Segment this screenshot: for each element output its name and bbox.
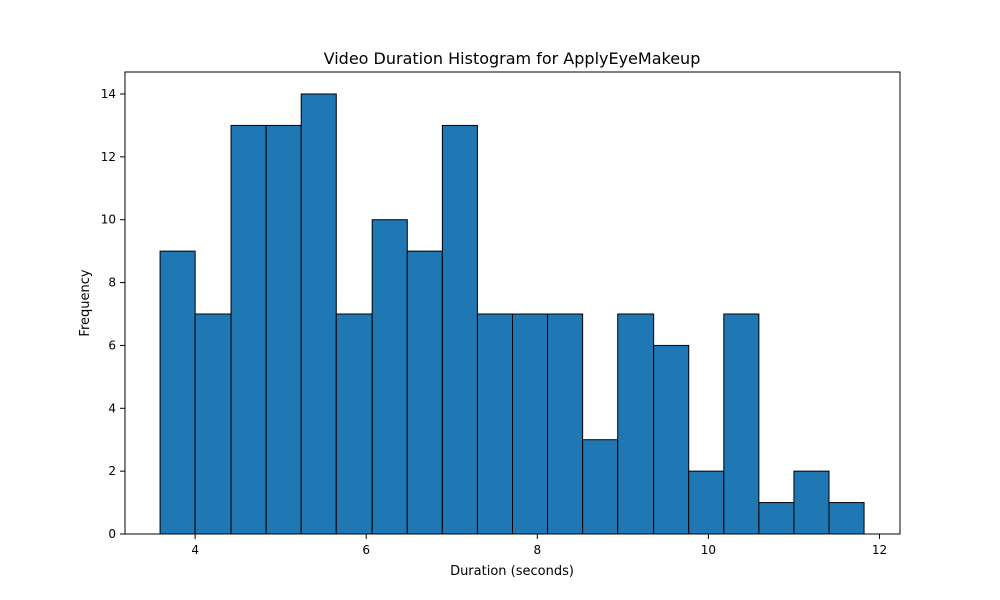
- histogram-bar: [828, 502, 865, 535]
- y-tick-label: 0: [108, 527, 116, 541]
- histogram-bar: [688, 470, 725, 535]
- histogram-bar: [335, 313, 373, 535]
- y-tick-label: 2: [108, 464, 116, 478]
- x-tick-label: 4: [191, 543, 199, 557]
- histogram-bar: [723, 313, 760, 535]
- histogram-bar: [406, 250, 443, 535]
- y-tick-label: 6: [108, 338, 116, 352]
- y-tick-label: 4: [108, 401, 116, 415]
- histogram-bar: [230, 124, 267, 535]
- histogram-bar: [265, 124, 302, 535]
- y-tick-label: 10: [101, 213, 116, 227]
- chart-title: Video Duration Histogram for ApplyEyeMak…: [324, 49, 701, 68]
- x-tick-label: 12: [872, 543, 887, 557]
- y-axis-label: Frequency: [78, 269, 93, 336]
- y-tick-label: 8: [108, 276, 116, 290]
- axes-frame: [124, 71, 901, 535]
- histogram-bar: [758, 502, 795, 535]
- y-tick-label: 12: [101, 150, 116, 164]
- histogram-bar: [512, 313, 549, 535]
- x-axis-label: Duration (seconds): [450, 564, 574, 579]
- histogram-bar: [653, 344, 690, 535]
- histogram-bar: [371, 219, 408, 535]
- x-tick-label: 8: [533, 543, 541, 557]
- histogram-bar: [441, 124, 478, 535]
- histogram-bar: [159, 250, 196, 535]
- histogram-bar: [300, 93, 337, 535]
- histogram-bar: [793, 470, 830, 535]
- bars-group: [159, 93, 865, 535]
- x-tick-label: 10: [701, 543, 716, 557]
- x-tick-label: 6: [362, 543, 370, 557]
- histogram-bar: [547, 313, 584, 535]
- y-axis: 0 2 4 6 8 10 12 14: [101, 87, 125, 541]
- y-tick-label: 14: [101, 87, 116, 101]
- x-axis: 4 6 8 10 12: [191, 534, 887, 557]
- histogram-bar: [476, 313, 513, 535]
- histogram-bar: [617, 313, 655, 535]
- histogram-bar: [194, 313, 232, 535]
- histogram-bar: [582, 439, 619, 535]
